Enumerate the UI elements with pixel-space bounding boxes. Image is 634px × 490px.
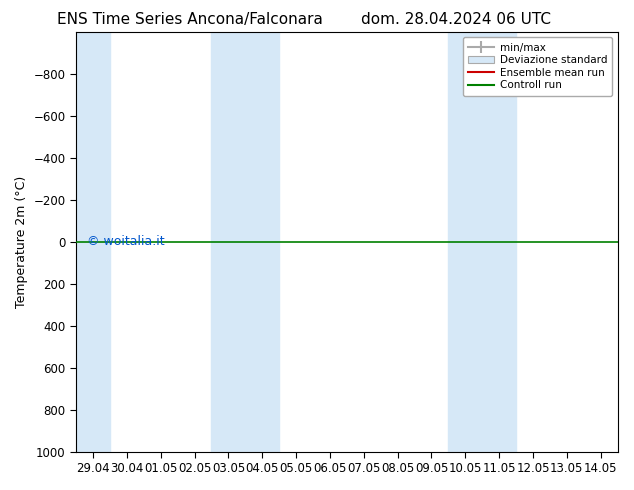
Text: ENS Time Series Ancona/Falconara: ENS Time Series Ancona/Falconara <box>57 12 323 27</box>
Bar <box>76 32 110 452</box>
Legend: min/max, Deviazione standard, Ensemble mean run, Controll run: min/max, Deviazione standard, Ensemble m… <box>463 37 612 96</box>
Y-axis label: Temperature 2m (°C): Temperature 2m (°C) <box>15 176 28 308</box>
Bar <box>448 32 516 452</box>
Text: dom. 28.04.2024 06 UTC: dom. 28.04.2024 06 UTC <box>361 12 552 27</box>
Text: © woitalia.it: © woitalia.it <box>87 235 165 248</box>
Bar <box>212 32 279 452</box>
